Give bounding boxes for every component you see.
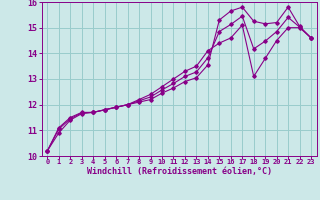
X-axis label: Windchill (Refroidissement éolien,°C): Windchill (Refroidissement éolien,°C) — [87, 167, 272, 176]
